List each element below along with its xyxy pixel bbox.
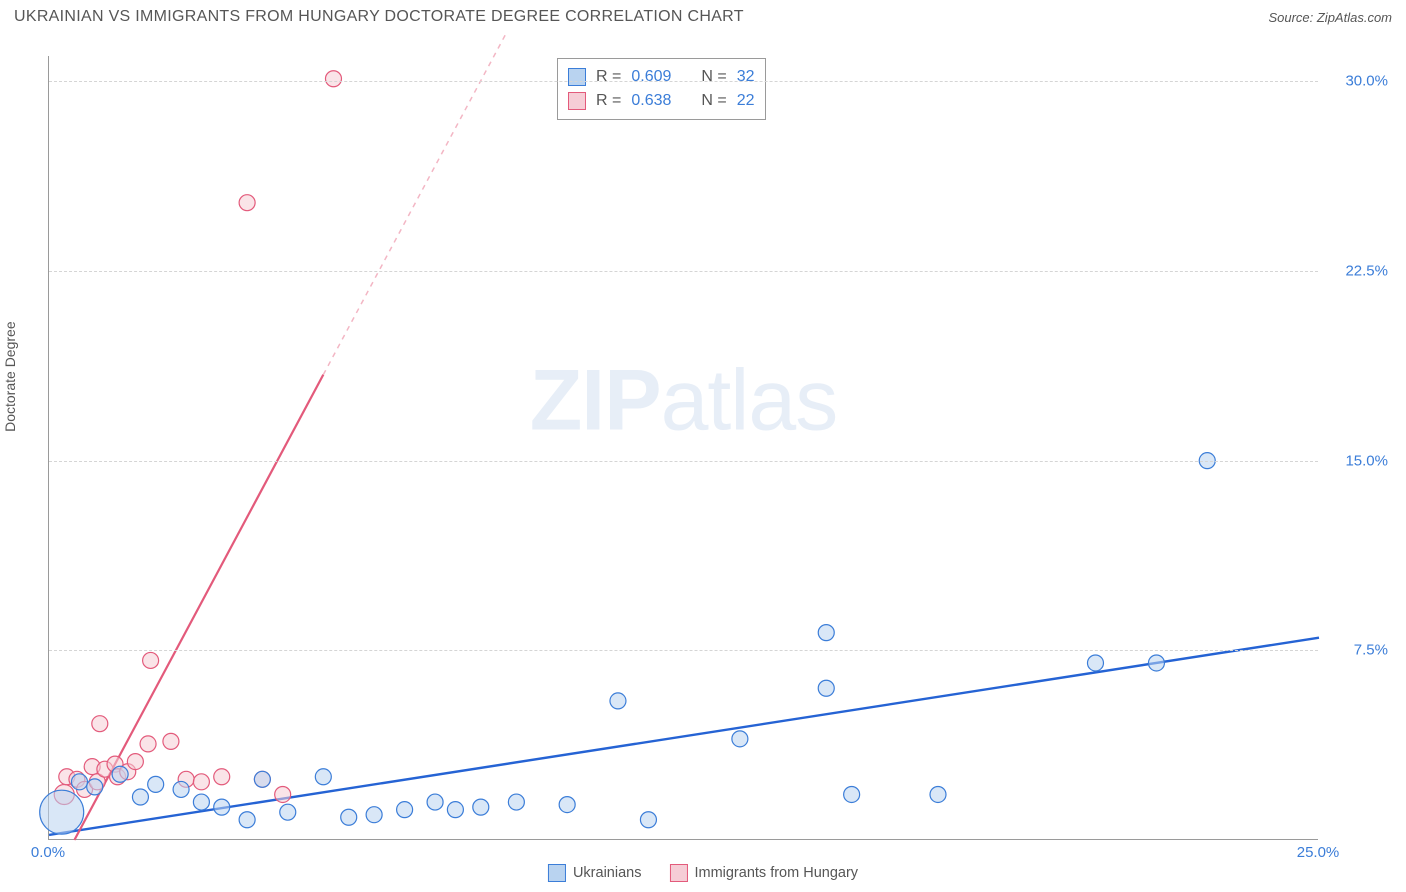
x-tick-label: 25.0% xyxy=(1297,844,1340,861)
scatter-point-ukrainians xyxy=(112,766,128,782)
trend-line-ukrainians xyxy=(49,638,1319,835)
scatter-point-ukrainians xyxy=(844,786,860,802)
scatter-point-hungary xyxy=(163,733,179,749)
scatter-point-ukrainians xyxy=(193,794,209,810)
legend-swatch xyxy=(548,864,566,882)
legend-item: Ukrainians xyxy=(548,864,642,882)
scatter-point-ukrainians xyxy=(366,807,382,823)
scatter-point-hungary xyxy=(140,736,156,752)
scatter-point-ukrainians xyxy=(87,779,103,795)
title-bar: UKRAINIAN VS IMMIGRANTS FROM HUNGARY DOC… xyxy=(0,0,1406,32)
grid-line xyxy=(49,271,1318,272)
scatter-point-ukrainians xyxy=(930,786,946,802)
r-label: R = xyxy=(596,65,621,89)
y-tick-label: 22.5% xyxy=(1345,262,1388,279)
scatter-point-hungary xyxy=(325,71,341,87)
legend-swatch xyxy=(669,864,687,882)
correlation-row: R = 0.609 N = 32 xyxy=(568,65,755,89)
legend-label: Ukrainians xyxy=(573,865,642,881)
scatter-point-ukrainians xyxy=(71,774,87,790)
scatter-point-ukrainians xyxy=(1148,655,1164,671)
y-axis-title: Doctorate Degree xyxy=(2,321,18,432)
n-label: N = xyxy=(701,65,726,89)
scatter-point-ukrainians xyxy=(818,625,834,641)
scatter-point-ukrainians xyxy=(315,769,331,785)
scatter-point-ukrainians xyxy=(732,731,748,747)
grid-line xyxy=(49,81,1318,82)
grid-line xyxy=(49,650,1318,651)
scatter-point-hungary xyxy=(92,716,108,732)
scatter-point-ukrainians xyxy=(254,771,270,787)
n-value: 32 xyxy=(737,65,755,89)
legend-swatch xyxy=(568,68,586,86)
source-label: Source: ZipAtlas.com xyxy=(1268,10,1392,25)
y-tick-label: 7.5% xyxy=(1354,642,1388,659)
r-value: 0.609 xyxy=(631,65,671,89)
legend-swatch xyxy=(568,92,586,110)
legend-item: Immigrants from Hungary xyxy=(669,864,858,882)
chart-title: UKRAINIAN VS IMMIGRANTS FROM HUNGARY DOC… xyxy=(14,8,744,26)
scatter-point-ukrainians xyxy=(173,781,189,797)
grid-line xyxy=(49,461,1318,462)
scatter-point-ukrainians xyxy=(214,799,230,815)
scatter-point-ukrainians xyxy=(508,794,524,810)
scatter-svg xyxy=(49,56,1318,839)
scatter-point-hungary xyxy=(239,195,255,211)
n-label: N = xyxy=(701,89,726,113)
scatter-point-ukrainians xyxy=(239,812,255,828)
scatter-point-ukrainians xyxy=(132,789,148,805)
scatter-point-ukrainians xyxy=(1087,655,1103,671)
scatter-point-ukrainians xyxy=(397,802,413,818)
trend-line-hungary-dash xyxy=(323,33,506,374)
scatter-point-ukrainians xyxy=(818,680,834,696)
correlation-row: R = 0.638 N = 22 xyxy=(568,89,755,113)
scatter-point-ukrainians xyxy=(610,693,626,709)
bottom-legend: Ukrainians Immigrants from Hungary xyxy=(548,864,858,882)
scatter-point-ukrainians xyxy=(473,799,489,815)
r-label: R = xyxy=(596,89,621,113)
scatter-point-ukrainians xyxy=(640,812,656,828)
scatter-point-ukrainians xyxy=(427,794,443,810)
y-tick-label: 30.0% xyxy=(1345,73,1388,90)
scatter-point-ukrainians xyxy=(447,802,463,818)
scatter-point-hungary xyxy=(143,652,159,668)
x-tick-label: 0.0% xyxy=(31,844,65,861)
scatter-point-hungary xyxy=(275,786,291,802)
r-value: 0.638 xyxy=(631,89,671,113)
scatter-point-hungary xyxy=(193,774,209,790)
scatter-point-ukrainians xyxy=(148,776,164,792)
scatter-point-hungary xyxy=(214,769,230,785)
scatter-point-ukrainians xyxy=(280,804,296,820)
n-value: 22 xyxy=(737,89,755,113)
y-tick-label: 15.0% xyxy=(1345,452,1388,469)
scatter-point-ukrainians xyxy=(341,809,357,825)
scatter-point-hungary xyxy=(127,754,143,770)
correlation-legend: R = 0.609 N = 32 R = 0.638 N = 22 xyxy=(557,58,766,120)
legend-label: Immigrants from Hungary xyxy=(694,865,858,881)
chart-plot-area: ZIPatlas R =0.609N =32R =0.638N =22 7.5%… xyxy=(48,56,1318,840)
scatter-point-ukrainians xyxy=(559,797,575,813)
scatter-point-ukrainians xyxy=(40,790,84,834)
